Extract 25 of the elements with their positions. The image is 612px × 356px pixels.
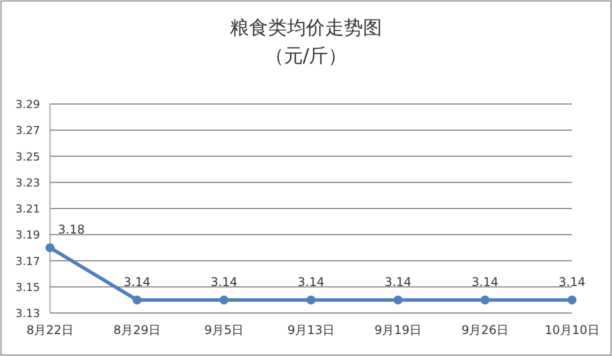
x-tick-label: 9月5日	[204, 323, 244, 337]
x-tick-label: 8月22日	[26, 323, 74, 337]
x-tick-label: 8月29日	[114, 323, 160, 337]
chart-title: 粮食类均价走势图	[230, 17, 382, 39]
y-tick-label: 3.15	[16, 280, 40, 294]
y-tick-label: 3.23	[16, 176, 40, 190]
y-tick-label: 3.19	[16, 228, 40, 242]
data-label: 3.14	[472, 274, 498, 289]
x-tick-label: 9月19日	[374, 323, 422, 337]
x-tick-label: 9月13日	[288, 323, 334, 337]
chart-subtitle: （元/斤）	[264, 45, 348, 67]
data-label: 3.14	[124, 274, 150, 289]
data-label: 3.14	[298, 274, 324, 289]
y-tick-label: 3.25	[16, 150, 40, 164]
y-tick-label: 3.13	[16, 307, 40, 320]
x-tick-label: 9月26日	[462, 323, 508, 337]
data-label: 3.14	[384, 274, 412, 289]
y-tick-label: 3.21	[16, 202, 40, 216]
data-label: 3.14	[558, 274, 586, 289]
data-label: 3.14	[210, 274, 238, 289]
y-tick-label: 3.27	[16, 124, 40, 138]
data-label: 3.18	[58, 222, 85, 237]
y-tick-label: 3.29	[16, 98, 40, 111]
x-tick-label: 10月10日	[544, 323, 600, 337]
y-tick-label: 3.17	[16, 254, 40, 268]
